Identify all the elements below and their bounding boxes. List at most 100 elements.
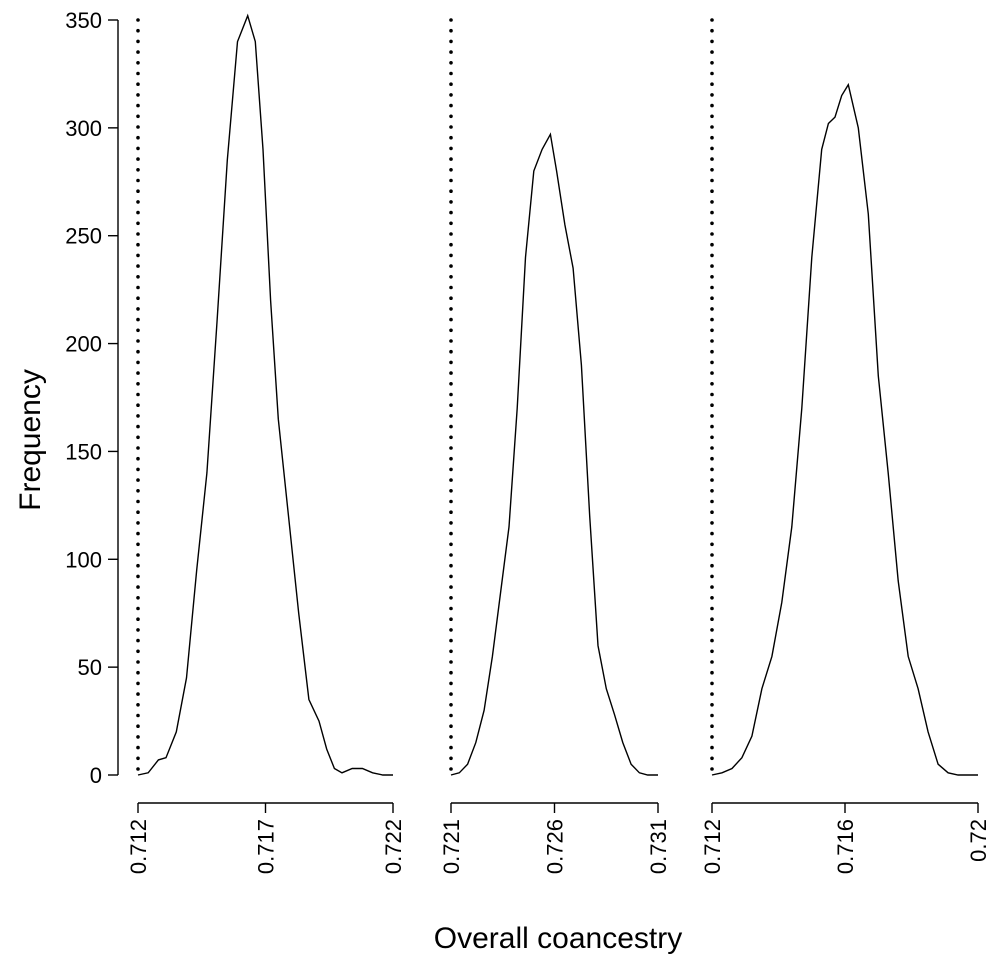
reference-line-dot bbox=[136, 285, 140, 290]
reference-line-dot bbox=[710, 339, 714, 343]
reference-line-dot bbox=[136, 670, 140, 675]
y-tick-label: 350 bbox=[65, 8, 102, 33]
reference-line-dot bbox=[710, 275, 714, 279]
reference-line-dot bbox=[710, 681, 714, 686]
reference-line-dot bbox=[136, 414, 140, 418]
reference-line-dot bbox=[449, 135, 453, 140]
reference-line-dot bbox=[710, 713, 714, 718]
reference-line-dot bbox=[136, 574, 140, 579]
reference-line-dot bbox=[449, 114, 453, 119]
reference-line-dot bbox=[710, 392, 714, 397]
reference-line-dot bbox=[449, 521, 453, 525]
reference-line-dot bbox=[136, 18, 140, 22]
reference-line-dot bbox=[710, 317, 714, 322]
reference-line-dot bbox=[449, 18, 453, 22]
reference-line-dot bbox=[710, 403, 714, 408]
density-panels: 0.712 0.717 0.722 0.721 0.726 0.731 0.712 0.716… bbox=[126, 13, 989, 874]
reference-line-dot bbox=[710, 242, 714, 247]
y-tick-label: 300 bbox=[65, 116, 102, 141]
reference-line-dot bbox=[710, 446, 714, 450]
reference-line-dot bbox=[136, 638, 140, 643]
reference-line-dot bbox=[449, 93, 453, 97]
reference-line-dot bbox=[449, 392, 453, 397]
reference-line-dot bbox=[136, 114, 140, 119]
x-tick-label: 0.717 bbox=[254, 819, 279, 874]
reference-line-dot bbox=[449, 328, 453, 333]
reference-line-dot bbox=[136, 596, 140, 600]
reference-line-dot bbox=[136, 489, 140, 493]
reference-line-dot bbox=[449, 756, 453, 761]
reference-line-dot bbox=[449, 563, 453, 568]
reference-line-dot bbox=[710, 767, 714, 771]
reference-line-dot bbox=[449, 39, 453, 44]
reference-line-dot bbox=[449, 553, 453, 557]
reference-line-dot bbox=[710, 285, 714, 290]
reference-line-dot bbox=[449, 724, 453, 728]
reference-line-dot bbox=[710, 724, 714, 728]
reference-line-dot bbox=[136, 756, 140, 761]
reference-line-dot bbox=[449, 606, 453, 611]
reference-line-dot bbox=[136, 660, 140, 664]
reference-line-dot bbox=[710, 28, 714, 33]
reference-line-dot bbox=[449, 168, 453, 172]
reference-line-dot bbox=[449, 638, 453, 643]
x-tick-label: 0.726 bbox=[543, 819, 568, 874]
x-tick-label: 0.731 bbox=[646, 819, 671, 874]
reference-line-dot bbox=[136, 745, 140, 750]
reference-line-dot bbox=[710, 82, 714, 86]
reference-line-dot bbox=[710, 510, 714, 514]
reference-line-dot bbox=[710, 103, 714, 108]
reference-line-dot bbox=[136, 649, 140, 654]
reference-line-dot bbox=[136, 50, 140, 54]
reference-line-dot bbox=[449, 275, 453, 279]
reference-line-dot bbox=[136, 382, 140, 386]
reference-line-dot bbox=[136, 307, 140, 311]
reference-line-dot bbox=[710, 39, 714, 44]
reference-line-dot bbox=[449, 703, 453, 707]
reference-line-dot bbox=[449, 499, 453, 504]
reference-line-dot bbox=[136, 146, 140, 151]
y-tick-label: 100 bbox=[65, 547, 102, 572]
y-tick-label: 50 bbox=[78, 655, 102, 680]
panel-1: 0.712 0.717 0.722 bbox=[126, 13, 406, 874]
reference-line-dot bbox=[449, 189, 453, 193]
reference-line-dot bbox=[136, 317, 140, 322]
y-tick-label: 0 bbox=[90, 763, 102, 788]
reference-line-dot bbox=[136, 403, 140, 408]
reference-line-dot bbox=[710, 617, 714, 621]
reference-line-dot bbox=[449, 628, 453, 632]
reference-line-dot bbox=[136, 82, 140, 86]
reference-line-dot bbox=[136, 628, 140, 632]
reference-line-dot bbox=[449, 692, 453, 696]
reference-line-dot bbox=[449, 210, 453, 215]
reference-line-dot bbox=[710, 756, 714, 761]
reference-line-dot bbox=[136, 339, 140, 343]
reference-line-dot bbox=[710, 692, 714, 696]
reference-line-dot bbox=[136, 424, 140, 429]
reference-line-dot bbox=[710, 478, 714, 482]
reference-line-dot bbox=[710, 168, 714, 172]
reference-line-dot bbox=[136, 71, 140, 76]
reference-line-dot bbox=[710, 585, 714, 589]
reference-line-dot bbox=[449, 371, 453, 375]
reference-line-dot bbox=[449, 745, 453, 750]
reference-line-dot bbox=[449, 242, 453, 247]
reference-line-dot bbox=[710, 264, 714, 268]
reference-line-dot bbox=[710, 71, 714, 76]
reference-line-dot bbox=[449, 28, 453, 33]
reference-line-dot bbox=[449, 467, 453, 472]
density-curve bbox=[711, 82, 978, 776]
y-axis-title: Frequency bbox=[14, 369, 47, 511]
density-curve bbox=[450, 132, 658, 776]
reference-line-dot bbox=[449, 296, 453, 301]
reference-line-dot bbox=[136, 200, 140, 204]
reference-line-dot bbox=[449, 596, 453, 600]
reference-line-dot bbox=[710, 735, 714, 739]
reference-line-dot bbox=[136, 168, 140, 172]
reference-line-dot bbox=[710, 628, 714, 632]
reference-line-dot bbox=[449, 221, 453, 226]
reference-line-dot bbox=[710, 456, 714, 461]
reference-line-dot bbox=[449, 574, 453, 579]
y-tick-label: 200 bbox=[65, 332, 102, 357]
